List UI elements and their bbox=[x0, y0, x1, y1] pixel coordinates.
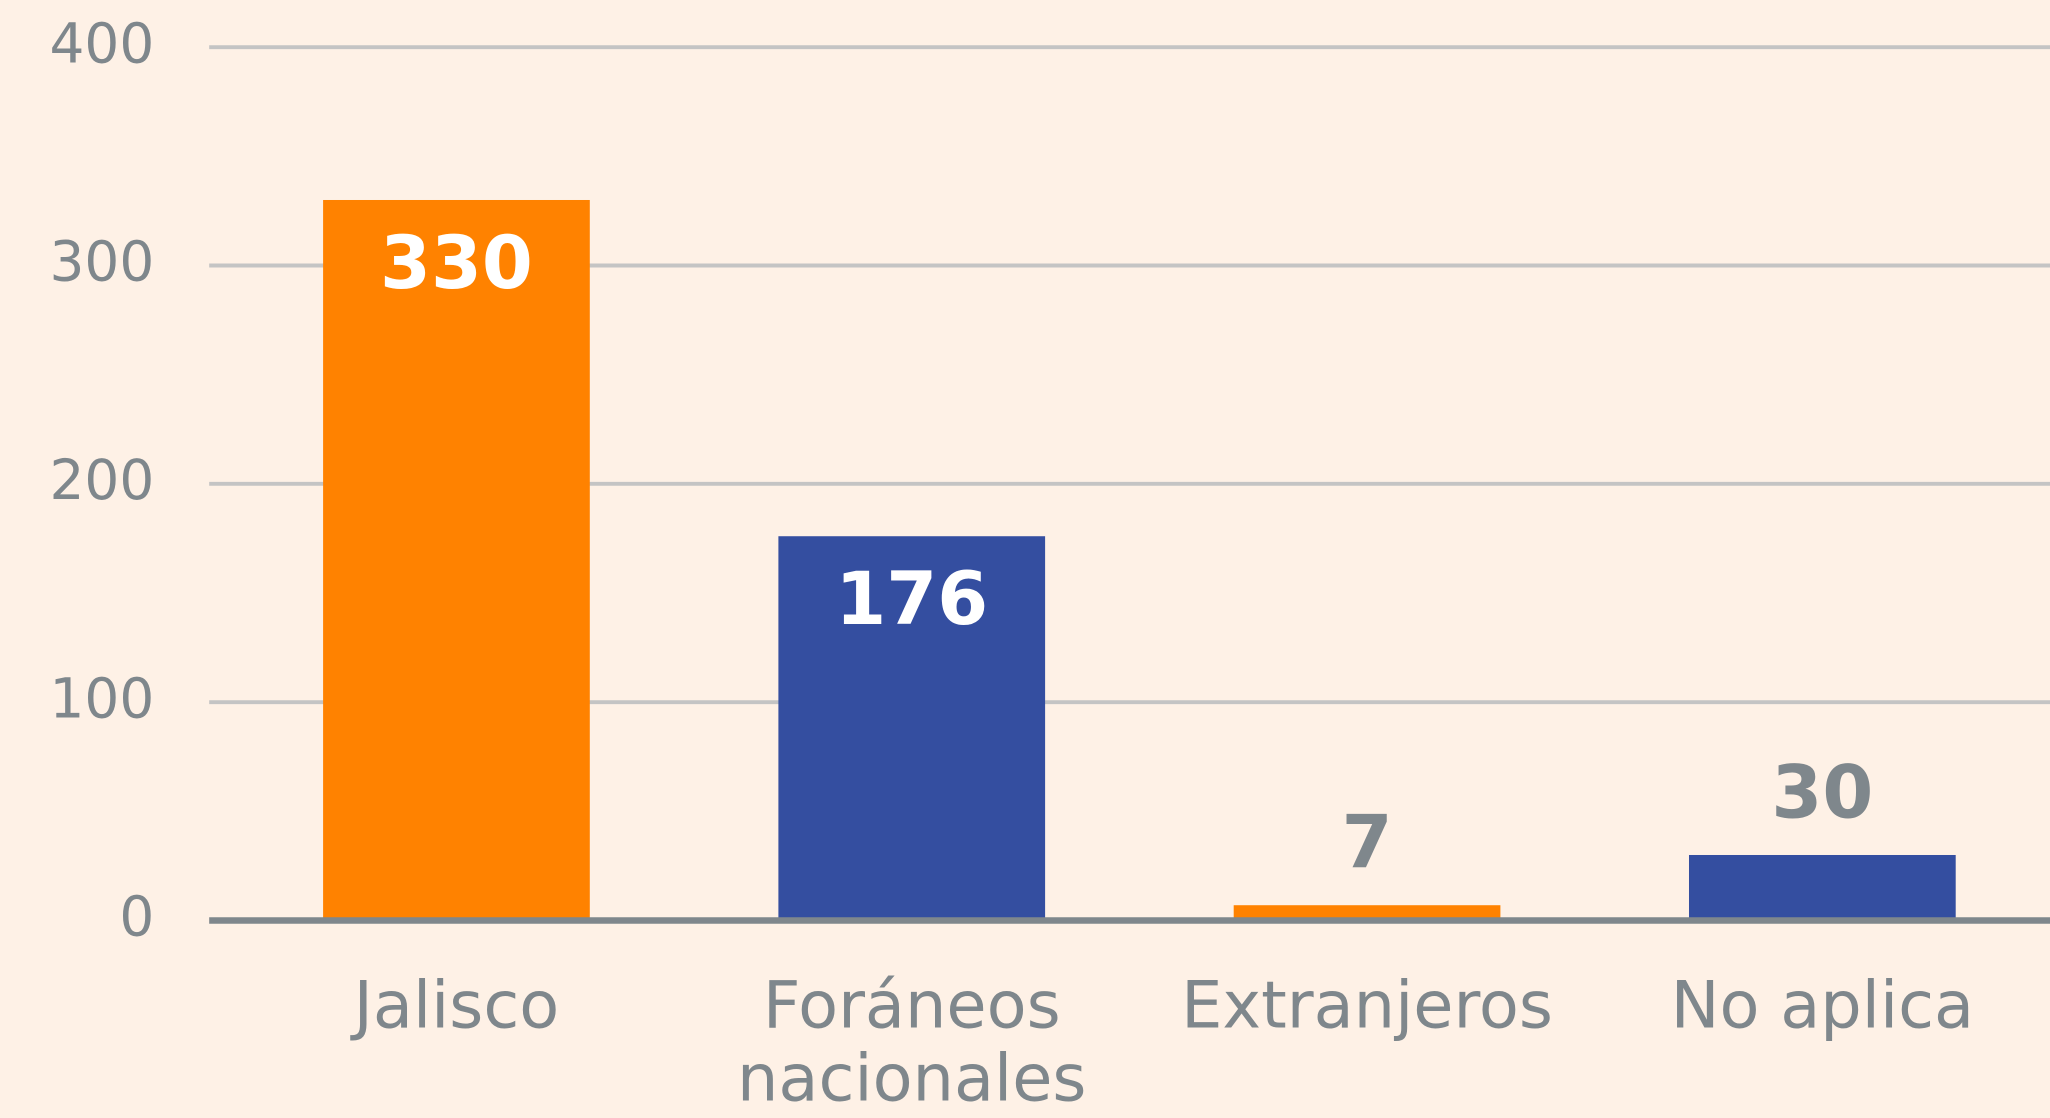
value-label: 176 bbox=[835, 557, 988, 642]
bar bbox=[323, 199, 590, 921]
bar bbox=[1233, 905, 1501, 921]
x-tick-label: Extranjeros bbox=[1181, 967, 1553, 1043]
value-label: 7 bbox=[1342, 801, 1393, 886]
value-label: 30 bbox=[1771, 750, 1873, 835]
y-tick-label: 400 bbox=[49, 11, 154, 75]
bar bbox=[1688, 854, 1956, 921]
x-tick-label: No aplica bbox=[1671, 967, 1975, 1043]
bar bbox=[778, 536, 1046, 921]
value-label: 330 bbox=[380, 221, 533, 306]
y-tick-label: 300 bbox=[49, 230, 154, 294]
x-tick-label: Foráneos nacionales bbox=[737, 967, 1086, 1116]
y-tick-label: 0 bbox=[119, 885, 154, 949]
x-tick-label: Jalisco bbox=[350, 967, 560, 1043]
y-tick-label: 100 bbox=[49, 666, 154, 730]
y-tick-label: 200 bbox=[49, 448, 154, 512]
